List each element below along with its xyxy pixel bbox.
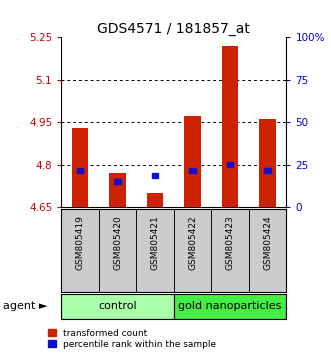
Bar xyxy=(259,119,276,207)
Text: GSM805420: GSM805420 xyxy=(113,216,122,270)
Bar xyxy=(221,46,238,207)
Text: GSM805422: GSM805422 xyxy=(188,216,197,270)
Text: control: control xyxy=(98,301,137,311)
Bar xyxy=(76,168,83,173)
Bar xyxy=(152,173,159,178)
Bar xyxy=(61,209,99,292)
Text: agent ►: agent ► xyxy=(3,301,48,311)
Bar xyxy=(227,162,233,167)
Bar xyxy=(174,209,211,292)
Text: GSM805419: GSM805419 xyxy=(75,216,84,270)
Bar xyxy=(99,209,136,292)
Bar xyxy=(249,209,286,292)
Bar xyxy=(71,128,88,207)
Legend: transformed count, percentile rank within the sample: transformed count, percentile rank withi… xyxy=(48,328,217,349)
Bar xyxy=(114,179,121,184)
Text: GSM805424: GSM805424 xyxy=(263,216,272,270)
Bar xyxy=(174,294,286,319)
Bar xyxy=(61,294,174,319)
Bar xyxy=(264,168,271,173)
Bar xyxy=(136,209,174,292)
Bar xyxy=(147,193,164,207)
Text: gold nanoparticles: gold nanoparticles xyxy=(178,301,282,311)
Bar xyxy=(189,168,196,173)
Bar xyxy=(109,173,126,207)
Text: GSM805421: GSM805421 xyxy=(151,216,160,270)
Text: GSM805423: GSM805423 xyxy=(225,216,235,270)
Bar xyxy=(184,116,201,207)
Title: GDS4571 / 181857_at: GDS4571 / 181857_at xyxy=(97,22,250,36)
Bar xyxy=(211,209,249,292)
